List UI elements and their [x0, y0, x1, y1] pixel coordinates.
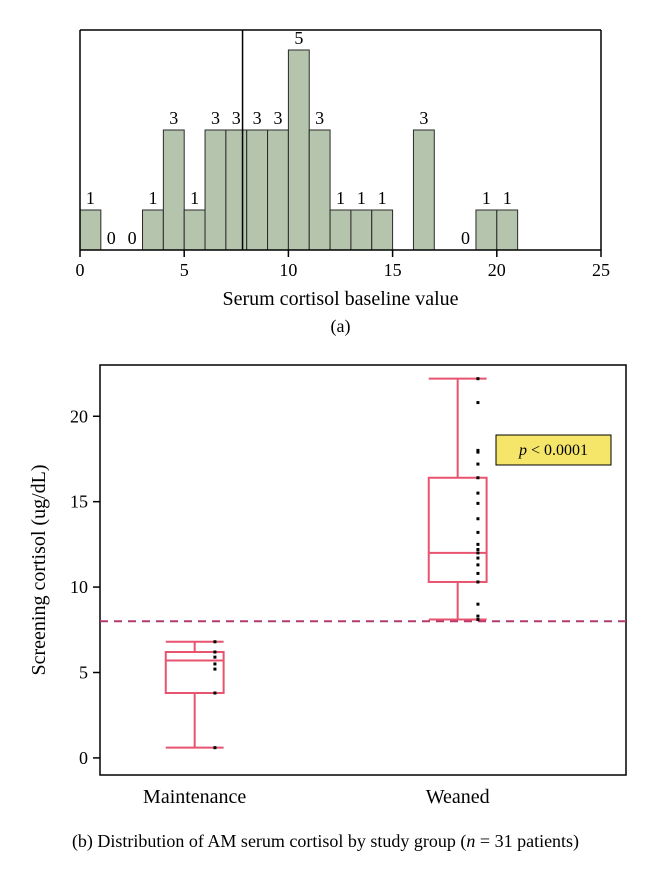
svg-text:5: 5 [79, 663, 88, 683]
svg-text:p < 0.0001: p < 0.0001 [518, 442, 588, 459]
svg-text:3: 3 [169, 108, 178, 128]
figure-container: 10013133335311130110510152025Serum corti… [10, 10, 641, 870]
svg-text:20: 20 [488, 260, 506, 280]
svg-text:Serum cortisol baseline value: Serum cortisol baseline value [222, 288, 458, 310]
svg-text:5: 5 [294, 28, 303, 48]
svg-text:10: 10 [70, 577, 88, 597]
svg-text:3: 3 [232, 108, 241, 128]
svg-text:0: 0 [128, 228, 137, 248]
svg-text:0: 0 [461, 228, 470, 248]
svg-text:(b) Distribution of AM serum: (b) Distribution of AM serum cortisol by… [72, 831, 579, 852]
svg-text:1: 1 [86, 188, 95, 208]
svg-text:3: 3 [315, 108, 324, 128]
svg-text:3: 3 [253, 108, 262, 128]
svg-text:Maintenance: Maintenance [143, 786, 246, 808]
svg-text:1: 1 [482, 188, 491, 208]
svg-text:3: 3 [211, 108, 220, 128]
svg-text:0: 0 [79, 748, 88, 768]
svg-text:1: 1 [378, 188, 387, 208]
svg-text:1: 1 [336, 188, 345, 208]
svg-text:0: 0 [107, 228, 116, 248]
svg-text:1: 1 [190, 188, 199, 208]
svg-text:3: 3 [273, 108, 282, 128]
svg-text:15: 15 [384, 260, 402, 280]
svg-text:(a): (a) [331, 316, 351, 337]
svg-text:3: 3 [419, 108, 428, 128]
boxplot-chart: 0 5 10 15 20 Screening cortisol (ug/dL) Mainte… [10, 345, 641, 865]
svg-text:Screening cortisol (ug/dL): Screening cortisol (ug/dL) [28, 464, 50, 675]
svg-text:10: 10 [279, 260, 297, 280]
svg-text:0: 0 [76, 260, 85, 280]
svg-text:1: 1 [503, 188, 512, 208]
svg-text:Weaned: Weaned [426, 786, 490, 808]
svg-text:1: 1 [357, 188, 366, 208]
svg-text:1: 1 [148, 188, 157, 208]
svg-text:15: 15 [70, 492, 88, 512]
svg-text:20: 20 [70, 406, 88, 426]
histogram-chart: 10013133335311130110510152025Serum corti… [10, 10, 641, 340]
svg-text:25: 25 [592, 260, 610, 280]
svg-text:5: 5 [180, 260, 189, 280]
